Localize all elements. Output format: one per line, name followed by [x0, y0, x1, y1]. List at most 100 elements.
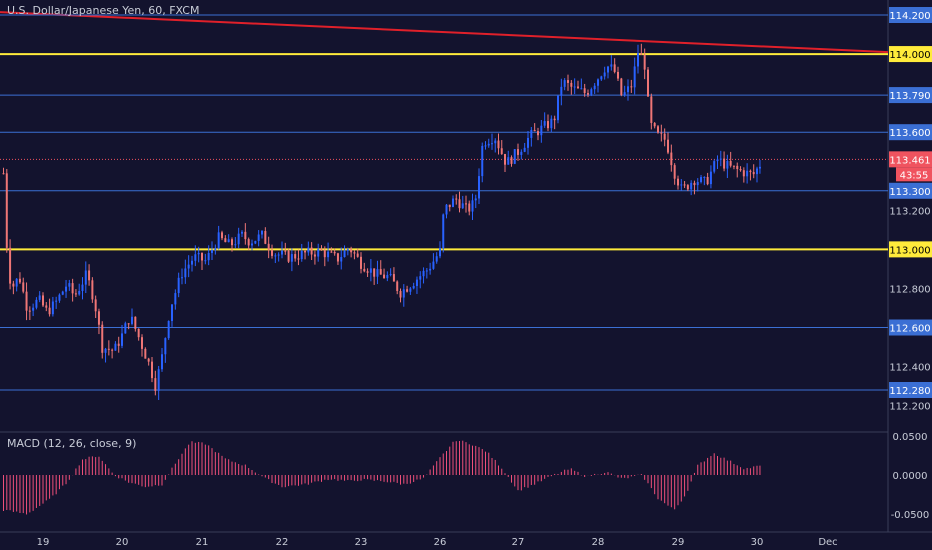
last-price-tag [889, 151, 932, 168]
candle-body [719, 158, 722, 160]
candle-body [680, 184, 683, 186]
candle-body [201, 252, 203, 261]
candle-body [376, 269, 379, 277]
candle-body [647, 69, 649, 97]
candle-body [677, 178, 679, 186]
candle-body [204, 260, 207, 262]
candle-body [432, 261, 435, 269]
candle-body [74, 293, 77, 295]
level-tag-label: 114.200 [889, 11, 930, 22]
candle-body [42, 295, 44, 306]
x-tick-label: 30 [751, 537, 764, 548]
candle-body [51, 301, 54, 315]
candle-body [623, 92, 626, 95]
candle-body [25, 291, 28, 311]
candle-body [758, 166, 761, 169]
candle-body [637, 53, 639, 67]
level-price-tag [889, 46, 932, 63]
macd-indicator-label[interactable]: MACD (12, 26, close, 9) [7, 437, 137, 450]
candle-body [257, 234, 260, 241]
candle-body [415, 279, 418, 286]
candle-body [58, 294, 61, 301]
candle-body [481, 145, 484, 177]
candle-body [121, 333, 123, 346]
level-tag-label: 112.280 [889, 386, 930, 397]
candle-body [131, 316, 133, 324]
candle-body [9, 247, 12, 284]
level-price-tag [889, 319, 932, 336]
candle-body [227, 239, 230, 243]
candle-body [667, 139, 669, 153]
candle-body [530, 129, 533, 138]
candle-body [281, 250, 283, 255]
candle-body [147, 358, 150, 362]
candle-body [435, 256, 438, 262]
candle-body [181, 277, 183, 279]
candle-body [151, 361, 153, 379]
candle-body [590, 89, 593, 95]
candle-body [277, 254, 280, 256]
x-tick-label: Dec [818, 537, 837, 548]
candle-body [600, 76, 603, 80]
candle-body [97, 311, 100, 325]
candle-body [313, 254, 316, 257]
candle-body [474, 198, 477, 201]
candle-body [343, 250, 346, 258]
candle-body [406, 289, 409, 292]
candle-body [101, 324, 104, 353]
candle-body [419, 276, 422, 280]
candle-body [429, 268, 432, 271]
candle-body [484, 145, 487, 147]
candle-body [452, 198, 454, 207]
candle-body [234, 244, 237, 246]
candle-body [157, 369, 160, 391]
candle-body [184, 268, 187, 278]
level-tag-label: 113.790 [889, 91, 930, 102]
candle-body [379, 269, 382, 275]
candle-body [553, 118, 556, 121]
candle-body [356, 253, 359, 257]
candle-body [241, 231, 243, 234]
x-tick-label: 23 [355, 537, 368, 548]
candle-body [154, 378, 157, 391]
candle-body [445, 204, 448, 215]
candle-body [251, 243, 253, 246]
candle-body [346, 249, 349, 251]
candle-body [494, 140, 497, 144]
candle-body [363, 268, 366, 272]
candle-body [723, 158, 726, 169]
candle-body [187, 264, 190, 269]
candle-body [520, 151, 523, 155]
candle-body [32, 307, 35, 311]
candle-body [127, 323, 130, 325]
candle-body [161, 354, 163, 370]
candle-body [756, 168, 758, 175]
candle-body [597, 79, 599, 86]
candle-body [683, 184, 686, 186]
level-tag-label: 114.000 [889, 50, 930, 61]
candle-body [706, 176, 709, 185]
candle-body [640, 53, 643, 55]
candle-body [35, 299, 38, 308]
trend-line [0, 11, 889, 54]
candle-body [392, 274, 395, 282]
candle-body [412, 285, 415, 289]
candle-body [261, 231, 263, 235]
candle-body [468, 203, 471, 212]
candle-body [211, 250, 213, 253]
candle-body [217, 232, 220, 249]
candle-body [577, 86, 579, 89]
candle-body [28, 310, 31, 312]
candle-body [287, 250, 290, 262]
candle-body [237, 233, 240, 245]
x-tick-label: 28 [592, 537, 605, 548]
candle-body [465, 203, 467, 205]
candle-body [500, 148, 503, 155]
candle-body [244, 231, 247, 240]
x-tick-label: 22 [276, 537, 289, 548]
candle-body [340, 257, 343, 262]
candle-body [547, 121, 549, 129]
candle-body [716, 159, 719, 162]
candle-body [15, 278, 18, 287]
